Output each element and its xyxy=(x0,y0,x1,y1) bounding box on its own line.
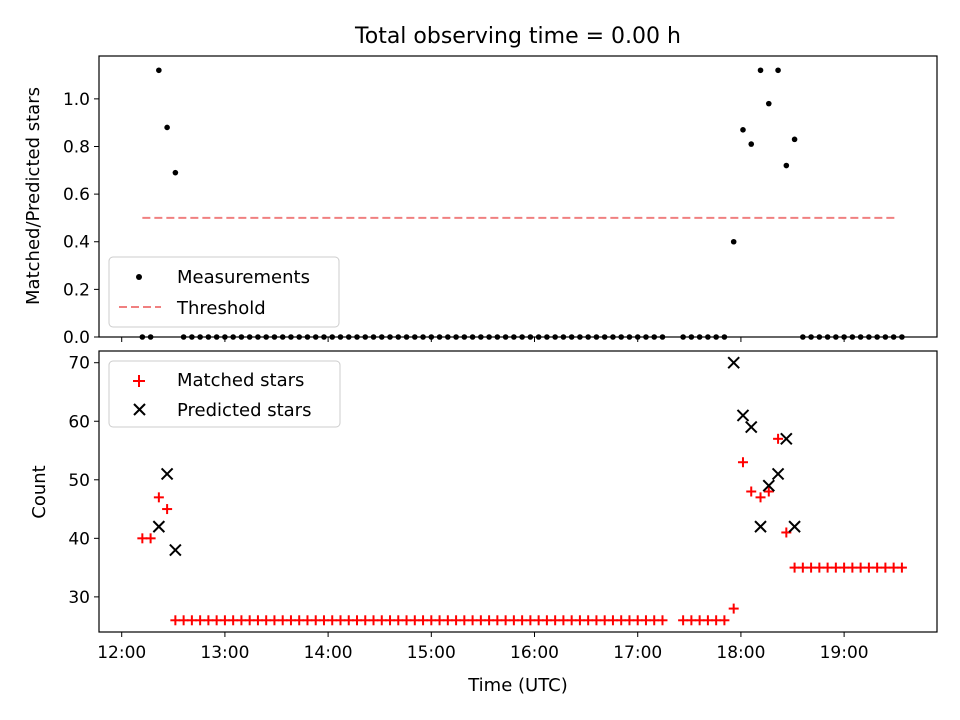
measurement-point xyxy=(783,162,790,169)
legend-marker-measurements xyxy=(136,274,142,280)
measurement-point xyxy=(775,67,781,74)
matched-star-point xyxy=(728,603,739,614)
bottom-plot-marks xyxy=(137,356,907,626)
bottom-xtick-label: 17:00 xyxy=(613,643,662,663)
matched-star-point xyxy=(162,504,173,515)
measurement-point xyxy=(765,100,772,107)
bottom-xtick-label: 15:00 xyxy=(407,643,456,663)
bottom-xtick-label: 16:00 xyxy=(510,643,559,663)
figure-title: Total observing time = 0.00 h xyxy=(354,24,681,49)
bottom-xtick-label: 12:00 xyxy=(97,643,146,663)
measurement-point xyxy=(156,67,162,74)
measurement-point xyxy=(730,238,737,245)
predicted-star-point xyxy=(771,467,785,481)
bottom-ytick-label: 40 xyxy=(68,529,90,549)
bottom-panel: Count 30 40 50 60 70 12:00 13:00 14:00 15:00 16:0… xyxy=(29,350,938,696)
matched-star-point xyxy=(755,492,766,503)
top-panel: Matched/Predicted stars 0.0 0.2 0.4 0.6 0.8 1… xyxy=(23,55,938,348)
bottom-axes-frame xyxy=(98,350,938,633)
x-axis-label: Time (UTC) xyxy=(467,675,568,696)
top-legend-box xyxy=(108,256,340,328)
matched-star-point xyxy=(763,486,774,497)
top-axes-ticks: 0.0 0.2 0.4 0.6 0.8 1.0 xyxy=(63,90,845,348)
top-ylabel: Matched/Predicted stars xyxy=(23,87,44,305)
top-ytick-label: 0.0 xyxy=(63,328,90,348)
top-ytick-label: 0.8 xyxy=(63,137,90,157)
top-ytick-label: 1.0 xyxy=(63,90,90,110)
predicted-star-point xyxy=(780,432,793,446)
bottom-ytick-label: 50 xyxy=(68,471,90,491)
predicted-star-point xyxy=(745,420,758,434)
bottom-xtick-label: 13:00 xyxy=(200,643,249,663)
matched-star-point xyxy=(145,533,156,544)
matched-star-point xyxy=(719,615,730,626)
matched-star-point xyxy=(153,492,164,503)
bottom-ylabel: Count xyxy=(29,465,50,518)
top-legend: Measurements Threshold xyxy=(108,256,340,328)
measurement-point xyxy=(791,136,798,143)
measurement-point xyxy=(164,124,170,131)
matched-star-point xyxy=(746,486,757,497)
measurement-point xyxy=(757,67,764,74)
matched-star-point xyxy=(657,615,668,626)
legend-marker-predicted xyxy=(133,403,146,416)
matched-star-point xyxy=(773,433,784,444)
measurement-point xyxy=(172,169,179,176)
measurement-point xyxy=(748,141,755,147)
predicted-star-point xyxy=(152,520,166,533)
top-ytick-label: 0.4 xyxy=(63,233,90,253)
predicted-star-point xyxy=(762,479,775,492)
predicted-star-point xyxy=(736,409,750,422)
legend-label-predicted: Predicted stars xyxy=(177,400,311,421)
predicted-star-point xyxy=(169,543,182,557)
bottom-legend: Matched stars Predicted stars xyxy=(108,360,341,428)
predicted-star-point xyxy=(160,467,174,481)
predicted-star-point xyxy=(754,520,767,533)
bottom-xtick-label: 19:00 xyxy=(820,643,869,663)
bottom-axes-ticks: 30 40 50 60 70 12:00 13:00 14:00 15:00 16:00 17:00… xyxy=(68,354,868,663)
bottom-ytick-label: 70 xyxy=(68,354,90,374)
bottom-ytick-label: 30 xyxy=(68,588,90,608)
top-axes-frame xyxy=(98,55,938,338)
bottom-legend-box xyxy=(108,360,341,428)
legend-label-matched: Matched stars xyxy=(177,370,304,391)
bottom-xtick-label: 18:00 xyxy=(716,643,765,663)
legend-label-measurements: Measurements xyxy=(177,267,310,288)
bottom-xtick-label: 14:00 xyxy=(304,643,353,663)
top-ytick-label: 0.2 xyxy=(63,280,90,300)
matched-star-point xyxy=(737,457,748,468)
predicted-star-point xyxy=(727,356,740,369)
matched-star-point xyxy=(896,562,907,573)
legend-label-threshold: Threshold xyxy=(176,298,266,319)
top-ytick-label: 0.6 xyxy=(63,185,90,205)
legend-marker-matched xyxy=(133,375,145,387)
bottom-ytick-label: 60 xyxy=(68,412,90,432)
measurement-point xyxy=(740,127,746,133)
predicted-star-point xyxy=(788,520,801,533)
